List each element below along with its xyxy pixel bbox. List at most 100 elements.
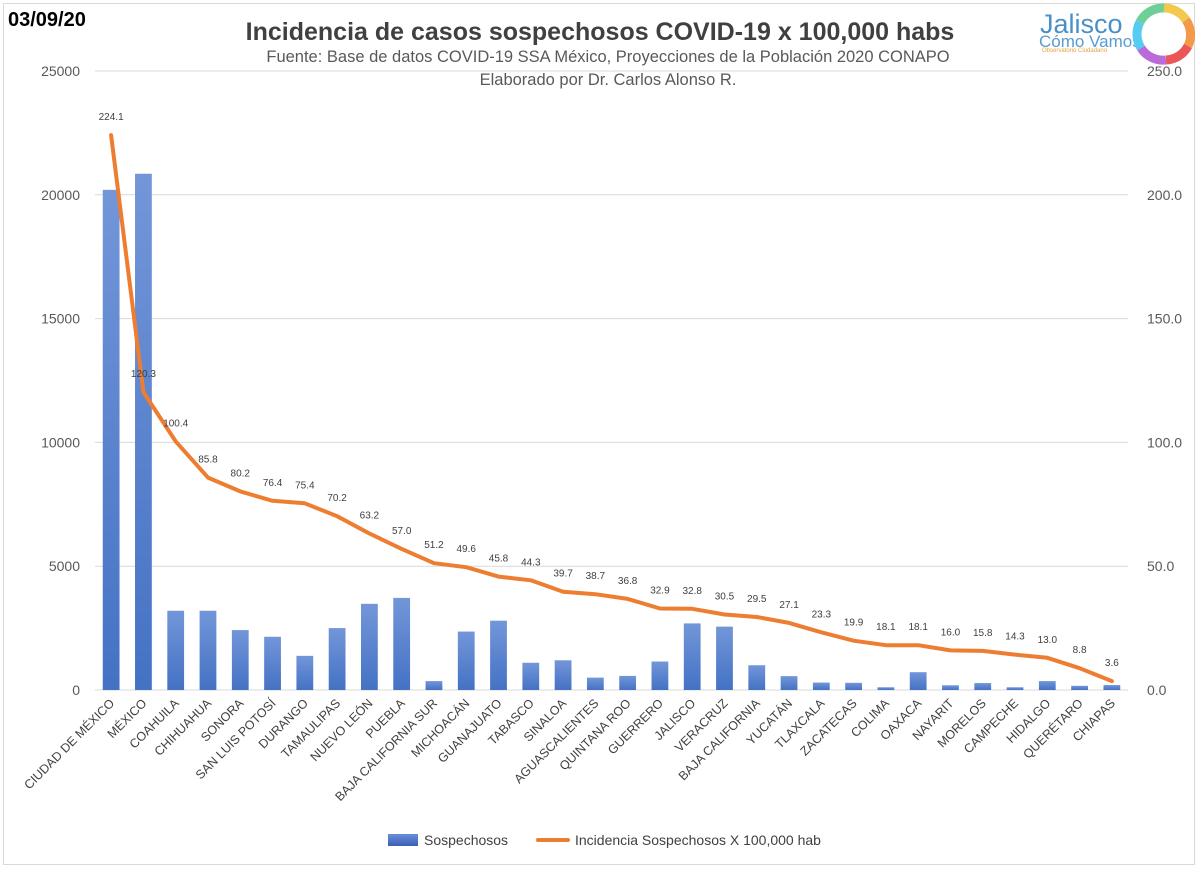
data-label: 100.4 — [163, 418, 188, 429]
bar — [199, 610, 217, 690]
data-label: 45.8 — [489, 554, 509, 565]
left-tick-label: 10000 — [41, 434, 80, 450]
left-axis: 0 5000 10000 15000 20000 25000 — [41, 63, 80, 698]
bar — [651, 661, 669, 690]
data-label: 44.3 — [521, 557, 541, 568]
legend-swatch-line — [536, 838, 570, 842]
data-label: 30.5 — [715, 591, 735, 602]
bar — [974, 683, 992, 690]
data-label: 36.8 — [618, 576, 638, 587]
right-tick-label: 100.0 — [1147, 434, 1182, 450]
left-tick-label: 0 — [72, 682, 80, 698]
data-label: 80.2 — [231, 468, 251, 479]
color-ring-icon — [1132, 3, 1196, 65]
legend: Sospechosos Incidencia Sospechosos X 100… — [0, 832, 1200, 852]
bar — [1006, 687, 1024, 690]
data-label: 76.4 — [263, 478, 283, 489]
logo-sub: Cómo Vamos — [1039, 32, 1141, 51]
bar — [683, 623, 701, 690]
jalisco-como-vamos-logo: Jalisco Cómo Vamos Observatorio Ciudadan… — [1030, 2, 1200, 66]
legend-label-bars: Sospechosos — [424, 832, 509, 848]
bar — [425, 681, 443, 690]
bar — [554, 660, 572, 690]
data-label: 224.1 — [99, 112, 124, 123]
data-label: 39.7 — [553, 569, 573, 580]
data-label: 14.3 — [1005, 632, 1025, 643]
data-label: 8.8 — [1073, 645, 1087, 656]
bar — [812, 682, 830, 690]
data-label: 75.4 — [295, 480, 315, 491]
bar — [135, 173, 152, 690]
left-tick-label: 25000 — [41, 63, 80, 79]
right-tick-label: 0.0 — [1147, 682, 1167, 698]
bar — [942, 685, 959, 690]
bar — [490, 620, 507, 690]
bar — [264, 636, 281, 690]
line-series — [109, 133, 1114, 684]
legend-swatch-bar — [388, 834, 418, 846]
data-label: 51.2 — [424, 540, 444, 551]
data-label: 32.9 — [650, 586, 670, 597]
bar — [877, 687, 895, 690]
chart-title: Incidencia de casos sospechosos COVID-19… — [245, 18, 955, 46]
data-label: 13.0 — [1038, 635, 1058, 646]
bar-series — [102, 173, 1121, 690]
chart-frame — [3, 3, 1195, 865]
data-label: 15.8 — [973, 628, 993, 639]
right-tick-label: 250.0 — [1147, 63, 1182, 79]
right-tick-label: 200.0 — [1147, 187, 1182, 203]
bar — [167, 610, 185, 690]
right-tick-label: 150.0 — [1147, 311, 1182, 327]
bar — [393, 597, 411, 690]
bar — [457, 631, 475, 690]
left-tick-label: 5000 — [49, 558, 80, 574]
right-tick-label: 50.0 — [1147, 558, 1174, 574]
legend-label-line: Incidencia Sospechosos X 100,000 hab — [575, 832, 821, 848]
logo-tag: Observatorio Ciudadano — [1042, 48, 1108, 54]
data-label: 57.0 — [392, 526, 412, 537]
legend-item-bars: Sospechosos — [388, 832, 508, 848]
data-label: 32.8 — [682, 586, 702, 597]
data-label: 49.6 — [457, 544, 477, 555]
date-label: 03/09/20 — [8, 9, 86, 31]
data-label: 18.1 — [876, 622, 896, 633]
bar — [360, 603, 378, 690]
data-label: 63.2 — [360, 511, 380, 522]
bar — [522, 662, 540, 690]
data-label: 19.9 — [844, 618, 864, 629]
data-label: 3.6 — [1105, 658, 1119, 669]
legend-item-line: Incidencia Sospechosos X 100,000 hab — [536, 832, 821, 848]
right-axis: 0.0 50.0 100.0 150.0 200.0 250.0 — [1147, 63, 1182, 698]
bar — [619, 675, 637, 690]
data-label: 23.3 — [812, 609, 832, 620]
data-labels: 224.1 120.3 100.4 85.8 80.2 76.4 75.4 70.2 63.2 5… — [99, 112, 1120, 669]
data-label: 27.1 — [779, 600, 799, 611]
data-label: 29.5 — [747, 594, 767, 605]
bar — [1103, 685, 1121, 690]
bar — [716, 626, 733, 690]
logo-name: Jalisco — [1040, 9, 1123, 39]
left-tick-label: 20000 — [41, 187, 80, 203]
bar — [1071, 685, 1088, 690]
category-label: CIUDAD DE MÉXICO — [21, 695, 118, 792]
bar — [328, 628, 346, 690]
bar — [231, 630, 249, 690]
bar — [102, 189, 120, 690]
data-label: 16.0 — [941, 627, 961, 638]
left-tick-label: 15000 — [41, 311, 80, 327]
bar — [586, 677, 604, 690]
data-label: 38.7 — [586, 571, 606, 582]
data-label: 18.1 — [908, 622, 928, 633]
bar — [296, 655, 314, 690]
chart-subtitle-author: Elaborado por Dr. Carlos Alonso R. — [479, 71, 737, 89]
data-label: 70.2 — [327, 493, 347, 504]
category-labels: CIUDAD DE MÉXICOMÉXICOCOAHUILACHIHUAHUAS… — [21, 695, 1118, 804]
bar — [845, 682, 863, 690]
bar — [1038, 681, 1056, 690]
chart-subtitle-source: Fuente: Base de datos COVID-19 SSA Méxic… — [266, 48, 950, 66]
incidence-line — [109, 133, 1114, 684]
bar — [748, 665, 766, 690]
bar — [909, 672, 927, 690]
bar — [780, 676, 798, 690]
